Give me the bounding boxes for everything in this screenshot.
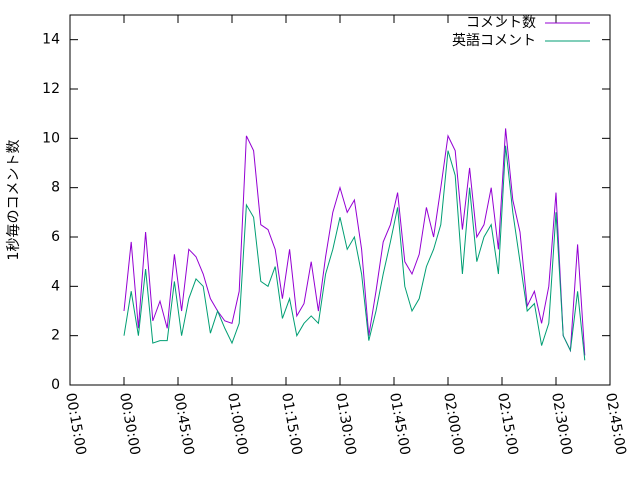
legend-label: 英語コメント bbox=[452, 32, 536, 49]
x-tick-label: 01:30:00 bbox=[332, 392, 359, 457]
y-tick-label: 12 bbox=[42, 81, 60, 97]
x-tick-label: 02:15:00 bbox=[494, 392, 521, 457]
y-tick-label: 10 bbox=[42, 130, 60, 146]
y-tick-label: 14 bbox=[42, 32, 60, 48]
y-tick-label: 8 bbox=[51, 180, 60, 196]
x-tick-label: 01:00:00 bbox=[224, 392, 251, 457]
y-axis-label: 1秒毎のコメント数 bbox=[6, 140, 22, 261]
x-tick-label: 00:45:00 bbox=[170, 392, 197, 457]
x-tick-label: 02:45:00 bbox=[602, 392, 629, 457]
y-tick-label: 6 bbox=[51, 229, 60, 245]
x-tick-label: 02:30:00 bbox=[548, 392, 575, 457]
x-tick-label: 00:15:00 bbox=[62, 392, 89, 457]
x-tick-label: 00:30:00 bbox=[116, 392, 143, 457]
legend-label: コメント数 bbox=[466, 15, 536, 31]
y-tick-label: 2 bbox=[51, 328, 60, 344]
x-tick-label: 01:45:00 bbox=[386, 392, 413, 457]
x-tick-label: 01:15:00 bbox=[278, 392, 305, 457]
line-series bbox=[123, 145, 586, 361]
x-tick-label: 02:00:00 bbox=[440, 392, 467, 457]
y-tick-label: 0 bbox=[51, 377, 60, 393]
y-tick-label: 4 bbox=[51, 278, 60, 294]
line-series bbox=[123, 128, 586, 356]
